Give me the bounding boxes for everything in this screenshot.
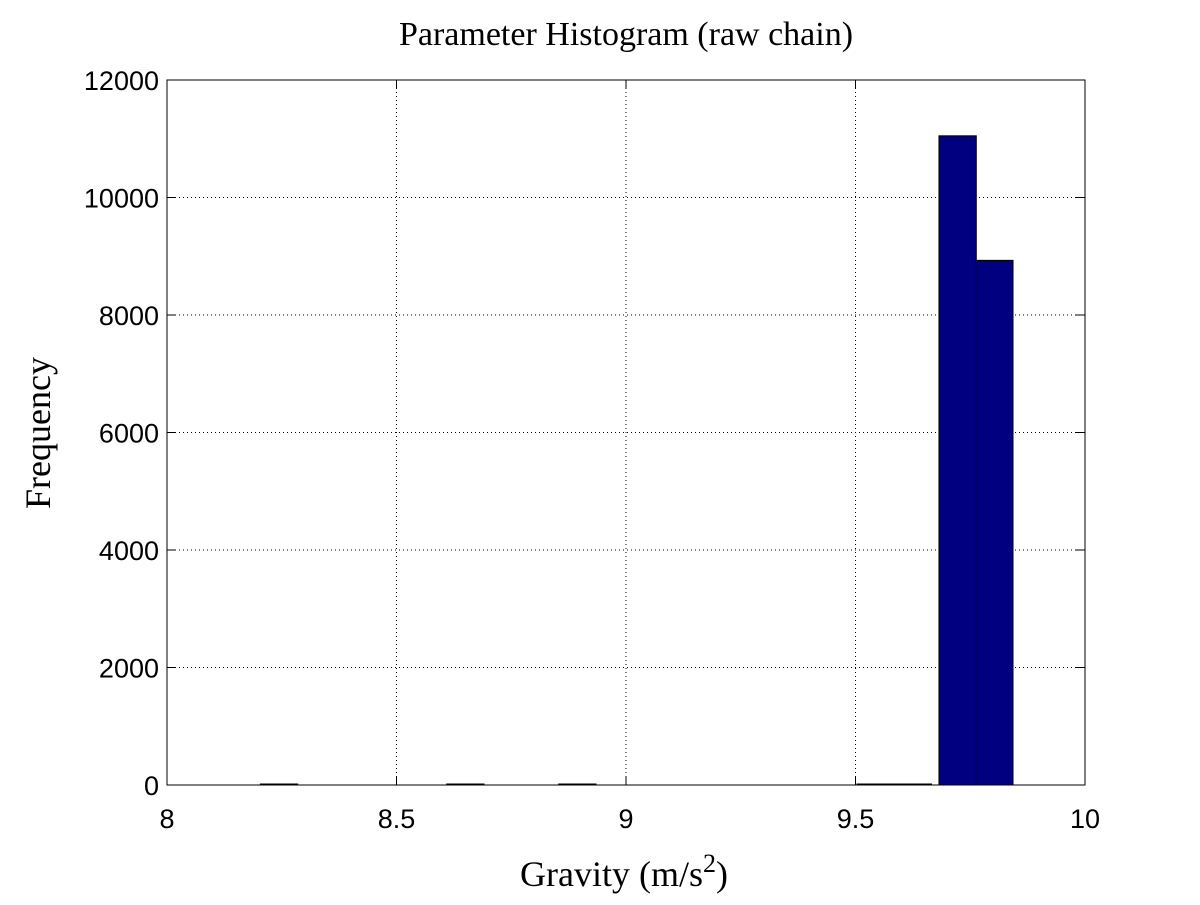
y-tick-label: 6000 (99, 419, 159, 449)
y-tick-label: 10000 (84, 184, 159, 214)
x-tick-label: 9.5 (837, 804, 875, 834)
histogram-bar (975, 259, 1014, 786)
x-tick-labels: 8 8.5 9 9.5 10 (159, 804, 1100, 834)
histogram-bar (938, 135, 977, 786)
x-axis-label-main: Gravity (m/s (520, 854, 703, 894)
x-axis-label-suffix: ) (716, 854, 728, 894)
x-axis-label: Gravity (m/s2) (520, 849, 728, 894)
y-tick-label: 4000 (99, 536, 159, 566)
x-tick-label: 9 (618, 804, 633, 834)
chart-title: Parameter Histogram (raw chain) (399, 16, 853, 53)
y-tick-label: 2000 (99, 654, 159, 684)
grid-lines (167, 80, 1085, 785)
y-tick-label: 0 (144, 771, 159, 801)
plot-frame (166, 79, 1086, 786)
x-tick-label: 10 (1070, 804, 1100, 834)
y-tick-label: 12000 (84, 66, 159, 96)
x-axis-label-superscript: 2 (703, 849, 716, 878)
y-tick-labels: 0 2000 4000 6000 8000 10000 12000 (84, 66, 159, 801)
y-axis-label: Frequency (18, 357, 58, 509)
x-tick-label: 8 (159, 804, 174, 834)
x-tick-label: 8.5 (378, 804, 416, 834)
y-tick-label: 8000 (99, 301, 159, 331)
